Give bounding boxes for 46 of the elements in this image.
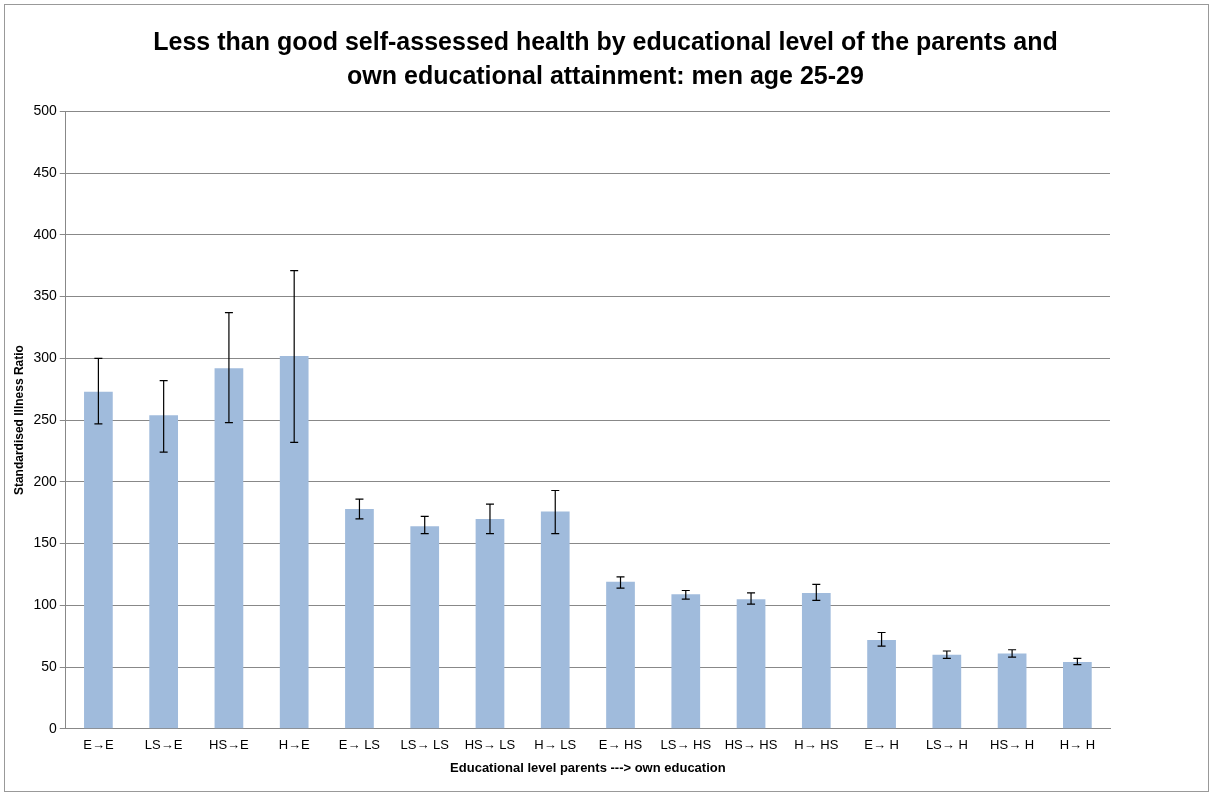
x-tick-label: E→ LS	[338, 737, 381, 753]
bar	[801, 592, 831, 729]
x-tick-label: LS→E	[144, 737, 183, 753]
x-tick-label: H→ H	[1059, 737, 1096, 753]
bar	[867, 639, 896, 729]
y-tick-label: 50	[41, 657, 57, 674]
x-tick-label: E→ HS	[598, 737, 643, 753]
y-tick-label: 100	[33, 596, 57, 613]
bar	[736, 599, 766, 729]
x-tick-label: E→E	[83, 737, 114, 753]
y-tick-label: 450	[33, 164, 57, 180]
x-tick-label: HS→E	[209, 737, 250, 753]
x-tick-label: HS→ LS	[464, 737, 516, 753]
x-tick-label: LS→ HS	[660, 737, 712, 753]
x-tick-label: LS→ LS	[400, 737, 450, 753]
bar	[149, 415, 179, 729]
y-tick-label: 350	[33, 287, 57, 304]
x-axis-title: Educational level parents ---> own education	[450, 759, 726, 775]
bar	[345, 509, 374, 729]
bar	[997, 653, 1027, 729]
y-tick-label: 250	[33, 410, 57, 427]
x-tick-label: HS→ HS	[724, 737, 778, 753]
bar	[671, 594, 701, 729]
y-axis-title: Standardised Illness Ratio	[11, 345, 26, 496]
x-tick-label: LS→ H	[925, 737, 968, 753]
x-tick-label: HS→ H	[990, 737, 1035, 753]
y-tick-label: 400	[33, 225, 57, 242]
bar	[932, 654, 962, 729]
x-tick-label: H→ LS	[534, 737, 577, 753]
bar	[84, 391, 113, 729]
bar	[606, 581, 635, 729]
chart-title: Less than good self-assessed health by educational level of the parents and own educational attainment: men age 25-29	[152, 26, 1059, 91]
y-tick-label: 300	[33, 349, 57, 366]
x-tick-label: E→ H	[864, 737, 899, 753]
bar	[540, 511, 570, 729]
bar	[410, 526, 440, 729]
x-tick-label: H→E	[278, 737, 311, 753]
bar	[1063, 662, 1092, 729]
y-tick-label: 150	[33, 534, 57, 551]
y-tick-label: 0	[48, 719, 57, 736]
bar	[214, 368, 244, 729]
y-tick-label: 500	[33, 102, 57, 119]
x-tick-label: H→ HS	[794, 737, 839, 753]
y-tick-label: 200	[33, 472, 57, 489]
bar	[475, 518, 505, 729]
bar	[279, 355, 309, 729]
